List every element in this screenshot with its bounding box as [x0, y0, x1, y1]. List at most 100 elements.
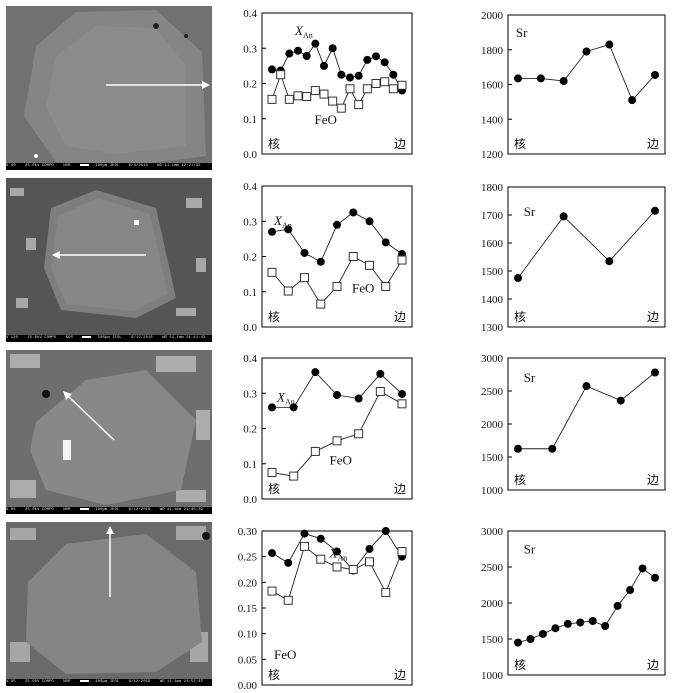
footer-text: 100µm JEOL: [95, 680, 120, 684]
y-tick-label: 0.0: [243, 494, 257, 506]
point-feo: [375, 386, 385, 396]
point-feo: [380, 77, 390, 87]
y-tick-label: 1000: [481, 670, 504, 682]
y-tick-label: 1500: [481, 266, 504, 278]
point-xan: [381, 238, 390, 247]
y-tick-label: 0.0: [243, 149, 257, 161]
footer-text: 100µm JEOL: [97, 336, 122, 340]
scale-bar-line: [82, 335, 92, 338]
y-tick-label: 0.00: [238, 680, 258, 692]
footer-text: 25.0kV COMPO: [27, 336, 57, 340]
point-xan: [284, 225, 293, 234]
point-sr: [514, 74, 522, 83]
point-feo: [397, 80, 407, 90]
point-xan: [316, 257, 325, 266]
xan-feo-chart-3: 0.0 0.1 0.2 0.3 0.4 核 边 XAn FeO: [243, 353, 413, 506]
footer-text: NOR: [65, 336, 73, 340]
point-feo: [267, 586, 277, 596]
series-label-subscript: An: [303, 31, 313, 40]
point-sr: [514, 274, 522, 282]
footer-text: WD 11.1mm 21:52:45: [159, 680, 203, 684]
point-xan: [268, 403, 276, 412]
footer-text: 6/4/2018: [128, 164, 148, 168]
series-line-xan: [271, 211, 403, 263]
point-xan: [300, 248, 309, 257]
footer-text: 6/12/2018: [128, 680, 151, 684]
point-feo: [348, 565, 358, 574]
series-label-xan: XAn: [294, 23, 313, 40]
y-tick-label: 1600: [481, 80, 504, 92]
y-tick-label: 2000: [481, 598, 504, 610]
point-xan: [354, 394, 363, 403]
y-tick-label: 1700: [481, 210, 504, 222]
bse-image-1: X 40 25.0kV COMPO NOR 100µm JEOL 6/4/201…: [6, 6, 212, 170]
y-tick-label: 1400: [481, 114, 504, 126]
scalebar-3: X 85 25.0kV COMPO NOR 100µm JEOL 6/12/20…: [6, 507, 212, 514]
point-feo: [267, 468, 277, 478]
point-feo: [348, 252, 358, 261]
y-tick-label: 0.25: [238, 552, 258, 564]
scalebar-4: X 95 25.0kV COMPO NOR 100µm JEOL 6/12/20…: [6, 679, 212, 686]
point-feo: [267, 267, 277, 277]
sr-chart-3: 1300 1400 1500 1600 1700 1800 核 边 Sr: [481, 182, 666, 334]
point-xan: [284, 558, 293, 567]
y-tick-label: 0.20: [238, 577, 258, 589]
rim-label: 边: [394, 310, 406, 324]
footer-text: WD 11.1mm 12:21:32: [157, 164, 201, 168]
scalebar-2: X 120 25.0kV COMPO NOR 100µm JEOL 6/12/2…: [6, 335, 212, 342]
point-feo: [397, 255, 407, 265]
point-xan: [398, 389, 406, 398]
point-xan: [333, 547, 341, 556]
core-label: 核: [268, 137, 280, 151]
point-feo: [381, 281, 391, 291]
point-xan: [311, 39, 320, 48]
plot-frame: [261, 12, 413, 155]
y-tick-label: 0.1: [243, 459, 257, 471]
rim-label: 边: [647, 658, 659, 672]
rim-label: 边: [394, 668, 406, 682]
point-sr: [601, 622, 610, 631]
point-sr: [613, 601, 622, 610]
point-feo: [332, 281, 342, 291]
footer-text: NOR: [63, 680, 71, 684]
core-label: 核: [514, 658, 526, 672]
core-label: 核: [268, 668, 280, 682]
point-feo: [284, 94, 294, 104]
footer-text: NOR: [63, 508, 71, 512]
point-sr: [559, 212, 568, 221]
point-feo: [381, 588, 391, 598]
point-feo: [283, 286, 293, 296]
series-label-sr: Sr: [524, 541, 536, 556]
footer-text: 6/12/2018: [128, 508, 151, 512]
point-xan: [289, 403, 298, 412]
rim-label: 边: [647, 310, 659, 324]
point-xan: [320, 61, 328, 70]
y-tick-label: 0.1: [243, 287, 257, 299]
point-xan: [376, 369, 385, 378]
point-sr: [626, 586, 635, 595]
profile-arrow-2: [52, 251, 146, 259]
series-label-feo: FeO: [274, 647, 296, 662]
rim-label: 边: [647, 473, 659, 487]
series-label-sr: Sr: [516, 25, 528, 40]
point-feo: [267, 94, 277, 104]
point-sr: [559, 77, 568, 86]
y-tick-label: 3000: [481, 526, 504, 538]
y-tick-label: 0.3: [243, 43, 257, 55]
point-feo: [388, 84, 398, 94]
y-tick-label: 3000: [481, 353, 504, 365]
point-xan: [354, 71, 363, 80]
point-xan: [337, 70, 346, 79]
bse-image-2: X 120 25.0kV COMPO NOR 100µm JEOL 6/12/2…: [6, 178, 212, 342]
series-label-sr: Sr: [524, 204, 536, 219]
series-label-xan: XAn: [273, 213, 292, 230]
point-feo: [283, 595, 293, 605]
profile-arrow-1: [106, 81, 210, 89]
point-feo: [316, 299, 326, 309]
rim-label: 边: [394, 482, 406, 496]
series-label-sr: Sr: [524, 370, 536, 385]
y-tick-label: 0.2: [243, 424, 257, 436]
sr-chart-4: 1000 1500 2000 2500 3000 核 边 Sr: [481, 526, 666, 682]
crystal-photo-3: [6, 350, 212, 514]
